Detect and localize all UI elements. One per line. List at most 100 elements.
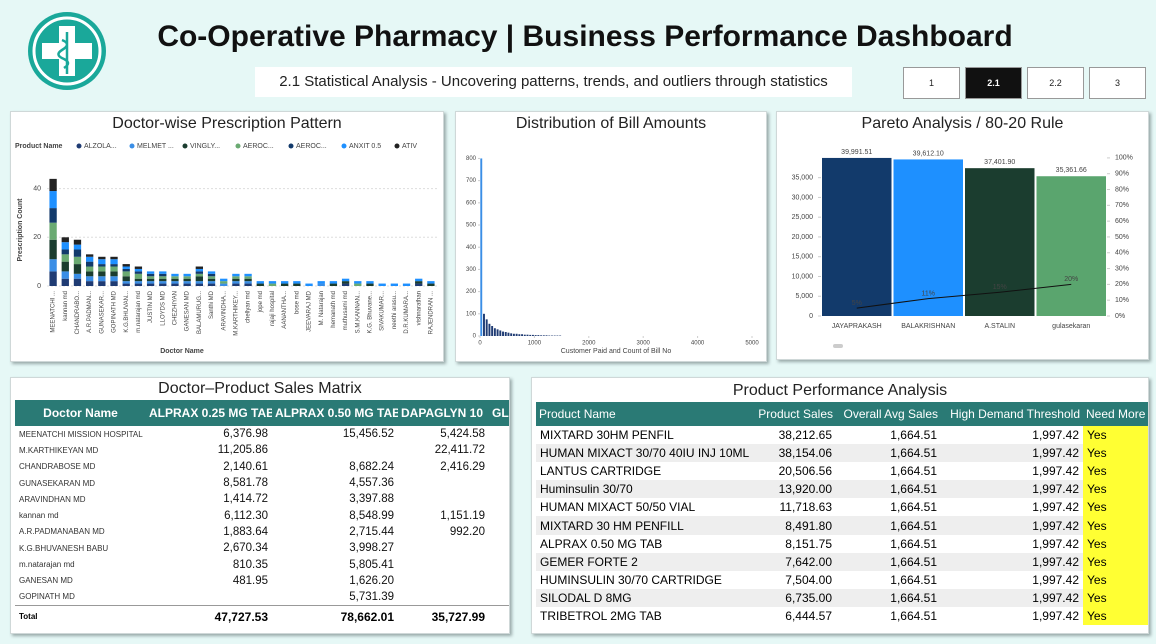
matrix-cell — [398, 556, 489, 572]
product-cell: Yes — [1083, 552, 1148, 571]
nav-button[interactable]: 1 — [903, 67, 960, 99]
matrix-cell — [489, 556, 509, 572]
x-tick-label: M.KARTHIKEY... — [233, 291, 239, 336]
bar — [893, 159, 963, 316]
y-tick-label: 600 — [466, 200, 477, 206]
y-tick-label: 400 — [466, 245, 477, 251]
matrix-wrap: Doctor Name ALPRAX 0.25 MG TAB ALPRAX 0.50… — [15, 400, 509, 627]
matrix-cell — [489, 426, 509, 442]
bar-segment — [195, 281, 203, 284]
chart-title: Pareto Analysis / 80-20 Rule — [861, 115, 1064, 132]
x-tick-label: CHEZHIYAN — [173, 291, 179, 325]
matrix-row: kannan md 6,112.30 8,548.99 1,151.19 — [15, 507, 509, 523]
product-cell: Yes — [1083, 606, 1148, 626]
y2-tick-label: 60% — [1115, 218, 1129, 225]
bar-segment — [146, 281, 155, 284]
bar-segment — [207, 276, 216, 279]
legend-swatch — [182, 143, 188, 149]
bar-segment — [98, 264, 106, 267]
product-row: LANTUS CARTRIDGE 20,506.56 1,664.51 1,997.4… — [536, 462, 1148, 481]
bar-segment — [232, 283, 240, 286]
y-tick-label: 20,000 — [792, 234, 814, 241]
x-tick-label: 2000 — [582, 341, 596, 347]
bar-segment — [110, 264, 118, 267]
legend-swatch — [341, 143, 347, 149]
bar-segment — [146, 283, 155, 286]
nav-button[interactable]: 2.2 — [1027, 67, 1084, 99]
product-row: HUMINSULIN 30/70 CARTRIDGE 7,504.00 1,664.… — [536, 570, 1148, 589]
matrix-cell: 5,731.39 — [349, 590, 394, 603]
matrix-cell: CHANDRABOSE MD — [19, 462, 96, 472]
bar-segment — [354, 281, 362, 284]
y2-tick-label: 70% — [1115, 202, 1129, 209]
product-cell: 1,997.42 — [1032, 536, 1079, 551]
matrix-row: K.G.BHUVANESH BABU 2,670.34 3,998.27 — [15, 540, 509, 556]
legend-label: ALZOLA... — [84, 143, 117, 150]
y-tick-label: 700 — [466, 178, 477, 184]
histogram-bar — [537, 335, 540, 336]
y-axis-label: Prescription Count — [17, 198, 24, 262]
product-cell: 1,664.51 — [890, 608, 937, 623]
y2-tick-label: 80% — [1115, 186, 1129, 193]
bar-segment — [61, 237, 69, 243]
matrix-cell: 22,411.72 — [434, 444, 485, 457]
y-tick-label: 20 — [33, 234, 41, 241]
bar-segment — [134, 283, 143, 286]
bar-segment — [171, 273, 179, 277]
line-value-label: 15% — [993, 284, 1007, 291]
scrollbar — [833, 344, 843, 348]
bar-segment — [110, 266, 118, 272]
matrix-row: A.R.PADMANABAN MD 1,883.64 2,715.44 992.20 — [15, 524, 509, 540]
nav-button[interactable]: 3 — [1089, 67, 1146, 99]
histogram-bar — [515, 333, 518, 336]
bar-segment — [232, 273, 240, 277]
product-cell: SILODAL D 8MG — [540, 590, 632, 605]
histogram-bar — [521, 334, 524, 336]
histogram-bar — [491, 326, 494, 336]
product-row: GEMER FORTE 2 7,642.00 1,664.51 1,997.42 Yes — [536, 552, 1148, 571]
matrix-cell: ARAVINDHAN MD — [19, 494, 86, 504]
matrix-cell — [489, 589, 509, 605]
bar-segment — [195, 276, 203, 282]
bar-segment — [49, 259, 57, 272]
products-card: Product Performance Analysis Product Nam… — [531, 377, 1149, 634]
bar-segment — [390, 283, 398, 286]
matrix-cell: 2,670.34 — [223, 542, 268, 555]
product-cell: 1,997.42 — [1032, 590, 1079, 605]
bar-segment — [86, 266, 94, 272]
histogram-bar — [531, 334, 534, 336]
legend-swatch — [394, 143, 400, 149]
total-row: Total 47,727.53 78,662.01 35,727.99 — [15, 605, 509, 627]
bar-segment — [49, 271, 57, 286]
legend-title: Product Name — [15, 143, 63, 150]
product-cell: 1,997.42 — [1032, 482, 1079, 497]
x-axis-label: Doctor Name — [160, 348, 204, 355]
matrix-row: GUNASEKARAN MD 8,581.78 4,557.36 — [15, 475, 509, 491]
bar — [1036, 176, 1106, 316]
matrix-cell: 8,581.78 — [223, 477, 268, 490]
bar-segment — [49, 178, 57, 192]
matrix-row: GANESAN MD 481.95 1,626.20 — [15, 573, 509, 589]
bar-segment — [134, 281, 143, 284]
matrix-table: Doctor Name ALPRAX 0.25 MG TAB ALPRAX 0.50… — [15, 400, 509, 627]
x-tick-label: 5000 — [745, 341, 759, 347]
bar-segment — [171, 276, 179, 279]
bar-segment — [220, 278, 228, 282]
product-cell: 1,997.42 — [1032, 464, 1079, 479]
bar-segment — [134, 266, 143, 269]
bar-segment — [134, 278, 143, 282]
bar-segment — [86, 271, 94, 277]
matrix-cell — [489, 540, 509, 556]
bar-segment — [378, 283, 386, 286]
product-cell: 1,997.42 — [1032, 554, 1079, 569]
product-cell: 1,664.51 — [890, 428, 937, 443]
x-tick-label: A.STALIN — [984, 323, 1015, 330]
product-cell: 38,212.65 — [778, 428, 832, 443]
product-cell: HUMAN MIXACT 30/70 40IU INJ 10ML — [540, 446, 750, 461]
bar-segment — [402, 283, 411, 286]
bar-segment — [256, 283, 264, 286]
bar-segment — [415, 281, 423, 284]
y-tick-label: 500 — [466, 223, 477, 229]
nav-button[interactable]: 2.1 — [965, 67, 1022, 99]
total-cell: 78,662.01 — [340, 609, 394, 624]
